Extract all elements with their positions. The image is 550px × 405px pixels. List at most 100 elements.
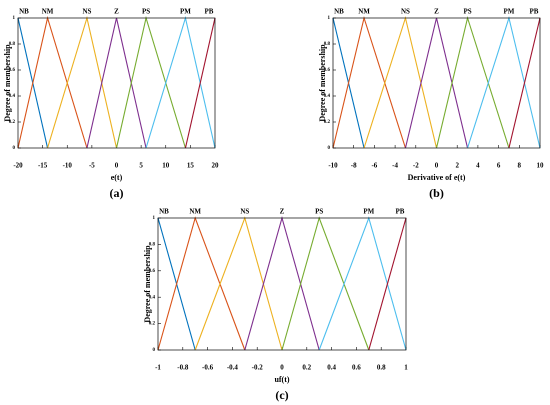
y-axis-label: Degree of membership — [143, 245, 152, 323]
x-tick-label: 10 — [162, 162, 170, 170]
x-tick-label: 2 — [455, 162, 459, 170]
y-axis-label: Degree of membership — [3, 44, 12, 122]
legend-label: PB — [530, 8, 539, 16]
membership-line — [145, 15, 216, 149]
plot-frame — [17, 17, 216, 149]
legend-label: PS — [142, 8, 150, 16]
x-tick-label: -10 — [328, 162, 338, 170]
y-tick-label: 0 — [328, 146, 331, 151]
x-tick-label: -0.2 — [252, 364, 264, 372]
x-tick-label: 5 — [139, 162, 143, 170]
y-tick-label: 0.4 — [9, 94, 16, 99]
membership-line — [47, 15, 118, 149]
legend-label: NM — [42, 8, 54, 16]
x-tick-label: 4 — [476, 162, 480, 170]
x-tick-label: 0.4 — [327, 364, 336, 372]
y-axis-label: Degree of membership — [318, 44, 327, 122]
legend-label: NB — [334, 8, 344, 16]
legend-label: PM — [180, 8, 191, 16]
y-tick-label: 0.2 — [149, 322, 156, 327]
legend-label: NB — [159, 208, 169, 216]
x-tick-label: -0.8 — [177, 364, 189, 372]
membership-line — [363, 15, 438, 149]
membership-line — [244, 215, 320, 351]
x-tick-label: -2 — [413, 162, 419, 170]
x-axis-label: uf(t) — [274, 375, 289, 384]
x-tick-label: 0.2 — [302, 364, 311, 372]
legend-label: PM — [504, 8, 515, 16]
x-axis-label: Derivative of e(t) — [408, 173, 466, 182]
x-tick-label: -1 — [155, 364, 161, 372]
legend-label: NM — [358, 8, 370, 16]
x-tick-label: 0 — [280, 364, 284, 372]
membership-line — [332, 15, 406, 149]
x-tick-label: 10 — [537, 162, 545, 170]
y-tick-label: 0.4 — [324, 94, 331, 99]
y-tick-label: 0.2 — [9, 120, 16, 125]
plot-frame — [157, 217, 407, 351]
x-axis-label: e(t) — [111, 173, 123, 182]
x-tick-label: 0 — [115, 162, 119, 170]
membership-line — [194, 216, 283, 351]
membership-line — [467, 15, 541, 149]
membership-line — [157, 216, 246, 351]
legend-label: PB — [205, 8, 214, 16]
x-tick-label: -0.6 — [202, 364, 214, 372]
x-tick-label: 15 — [187, 162, 195, 170]
membership-line — [184, 17, 216, 149]
y-tick-label: 1 — [153, 216, 156, 221]
y-tick-label: 0.8 — [149, 243, 156, 248]
membership-line — [115, 15, 186, 149]
y-tick-label: 0.4 — [149, 295, 156, 300]
y-tick-label: 0 — [153, 348, 156, 353]
y-tick-label: 1 — [328, 16, 331, 21]
x-tick-label: -5 — [89, 162, 95, 170]
x-tick-label: 0.6 — [352, 364, 361, 372]
legend-label: PB — [396, 208, 405, 216]
x-tick-label: 0.8 — [377, 364, 386, 372]
legend-label: Z — [114, 8, 119, 16]
y-tick-label: 0.6 — [9, 68, 16, 73]
x-tick-label: 8 — [518, 162, 522, 170]
membership-line — [86, 17, 147, 149]
membership-line — [508, 17, 541, 149]
legend-label: NS — [401, 8, 410, 16]
x-tick-label: -4 — [392, 162, 398, 170]
y-tick-label: 0.8 — [324, 42, 331, 47]
legend-label: NB — [19, 8, 29, 16]
x-tick-label: -8 — [351, 162, 357, 170]
legend-label: NS — [82, 8, 91, 16]
x-tick-label: 20 — [212, 162, 220, 170]
membership-line — [17, 15, 88, 149]
legend-label: Z — [434, 8, 439, 16]
legend-label: PS — [315, 208, 323, 216]
legend-label: PM — [363, 208, 374, 216]
y-tick-label: 0 — [13, 146, 16, 151]
membership-line — [318, 216, 407, 351]
caption: (a) — [110, 186, 124, 200]
x-tick-label: -15 — [38, 162, 48, 170]
x-tick-label: -0.4 — [227, 364, 239, 372]
x-tick-label: 6 — [497, 162, 501, 170]
x-tick-label: 1 — [404, 364, 408, 372]
y-tick-label: 0.6 — [149, 269, 156, 274]
x-tick-label: 0 — [435, 162, 439, 170]
caption: (b) — [429, 186, 444, 200]
x-tick-label: -20 — [13, 162, 23, 170]
y-tick-label: 0.8 — [9, 42, 16, 47]
membership-line — [404, 17, 469, 149]
membership-line — [368, 217, 407, 351]
legend-label: Z — [280, 208, 285, 216]
membership-line — [281, 216, 370, 351]
y-tick-label: 1 — [13, 16, 16, 21]
legend-label: NS — [240, 208, 249, 216]
legend-label: NM — [189, 208, 201, 216]
legend-label: PS — [463, 8, 471, 16]
y-tick-label: 0.2 — [324, 120, 331, 125]
caption: (c) — [275, 388, 288, 402]
x-tick-label: -6 — [371, 162, 377, 170]
y-tick-label: 0.6 — [324, 68, 331, 73]
x-tick-label: -10 — [63, 162, 73, 170]
membership-line — [435, 15, 510, 149]
